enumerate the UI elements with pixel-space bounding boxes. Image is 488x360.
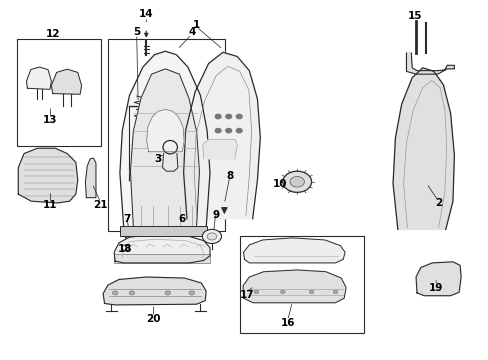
Bar bbox=[120, 226, 207, 237]
Polygon shape bbox=[243, 270, 346, 303]
Polygon shape bbox=[51, 69, 81, 94]
Text: 19: 19 bbox=[428, 283, 443, 293]
Circle shape bbox=[236, 129, 242, 133]
Polygon shape bbox=[243, 238, 345, 263]
Polygon shape bbox=[103, 277, 206, 305]
Circle shape bbox=[122, 245, 129, 251]
Text: 6: 6 bbox=[178, 214, 185, 224]
Bar bbox=[17, 39, 101, 147]
Polygon shape bbox=[114, 235, 209, 263]
Polygon shape bbox=[146, 109, 184, 152]
Circle shape bbox=[188, 291, 194, 295]
Circle shape bbox=[207, 233, 216, 240]
Circle shape bbox=[225, 129, 231, 133]
Text: 18: 18 bbox=[117, 244, 132, 254]
Polygon shape bbox=[162, 154, 178, 171]
Circle shape bbox=[236, 114, 242, 118]
Circle shape bbox=[225, 114, 231, 118]
Circle shape bbox=[289, 176, 304, 187]
Text: 12: 12 bbox=[45, 28, 60, 39]
Text: 7: 7 bbox=[123, 214, 130, 224]
Circle shape bbox=[202, 229, 221, 243]
Polygon shape bbox=[183, 52, 260, 219]
Text: 10: 10 bbox=[273, 179, 287, 189]
Circle shape bbox=[332, 290, 337, 294]
Polygon shape bbox=[18, 148, 78, 203]
Text: 11: 11 bbox=[43, 200, 58, 210]
Text: 14: 14 bbox=[139, 9, 153, 19]
Bar bbox=[114, 254, 209, 263]
Polygon shape bbox=[120, 51, 209, 228]
Circle shape bbox=[129, 291, 135, 295]
Text: 20: 20 bbox=[146, 314, 161, 324]
Text: 17: 17 bbox=[239, 290, 254, 300]
Text: 5: 5 bbox=[133, 27, 140, 37]
Circle shape bbox=[280, 290, 285, 294]
Text: 9: 9 bbox=[212, 210, 219, 220]
Text: 1: 1 bbox=[193, 20, 200, 30]
Text: 3: 3 bbox=[154, 154, 162, 164]
Circle shape bbox=[112, 291, 118, 295]
Polygon shape bbox=[203, 139, 237, 159]
Text: 16: 16 bbox=[280, 318, 294, 328]
Bar bbox=[239, 237, 364, 333]
Text: 2: 2 bbox=[434, 198, 441, 208]
Text: 8: 8 bbox=[226, 171, 233, 181]
Circle shape bbox=[164, 291, 170, 295]
Polygon shape bbox=[415, 262, 460, 296]
Text: 15: 15 bbox=[407, 11, 421, 21]
Text: 13: 13 bbox=[43, 115, 58, 125]
Text: 4: 4 bbox=[188, 27, 195, 37]
Bar bbox=[108, 39, 225, 231]
Polygon shape bbox=[85, 158, 96, 198]
Circle shape bbox=[308, 290, 313, 294]
Circle shape bbox=[215, 114, 221, 118]
Polygon shape bbox=[130, 69, 199, 226]
Circle shape bbox=[254, 290, 258, 294]
Polygon shape bbox=[406, 53, 453, 74]
Text: 21: 21 bbox=[93, 200, 108, 210]
Polygon shape bbox=[392, 68, 453, 229]
Circle shape bbox=[282, 171, 311, 192]
Circle shape bbox=[215, 129, 221, 133]
Polygon shape bbox=[26, 67, 51, 89]
